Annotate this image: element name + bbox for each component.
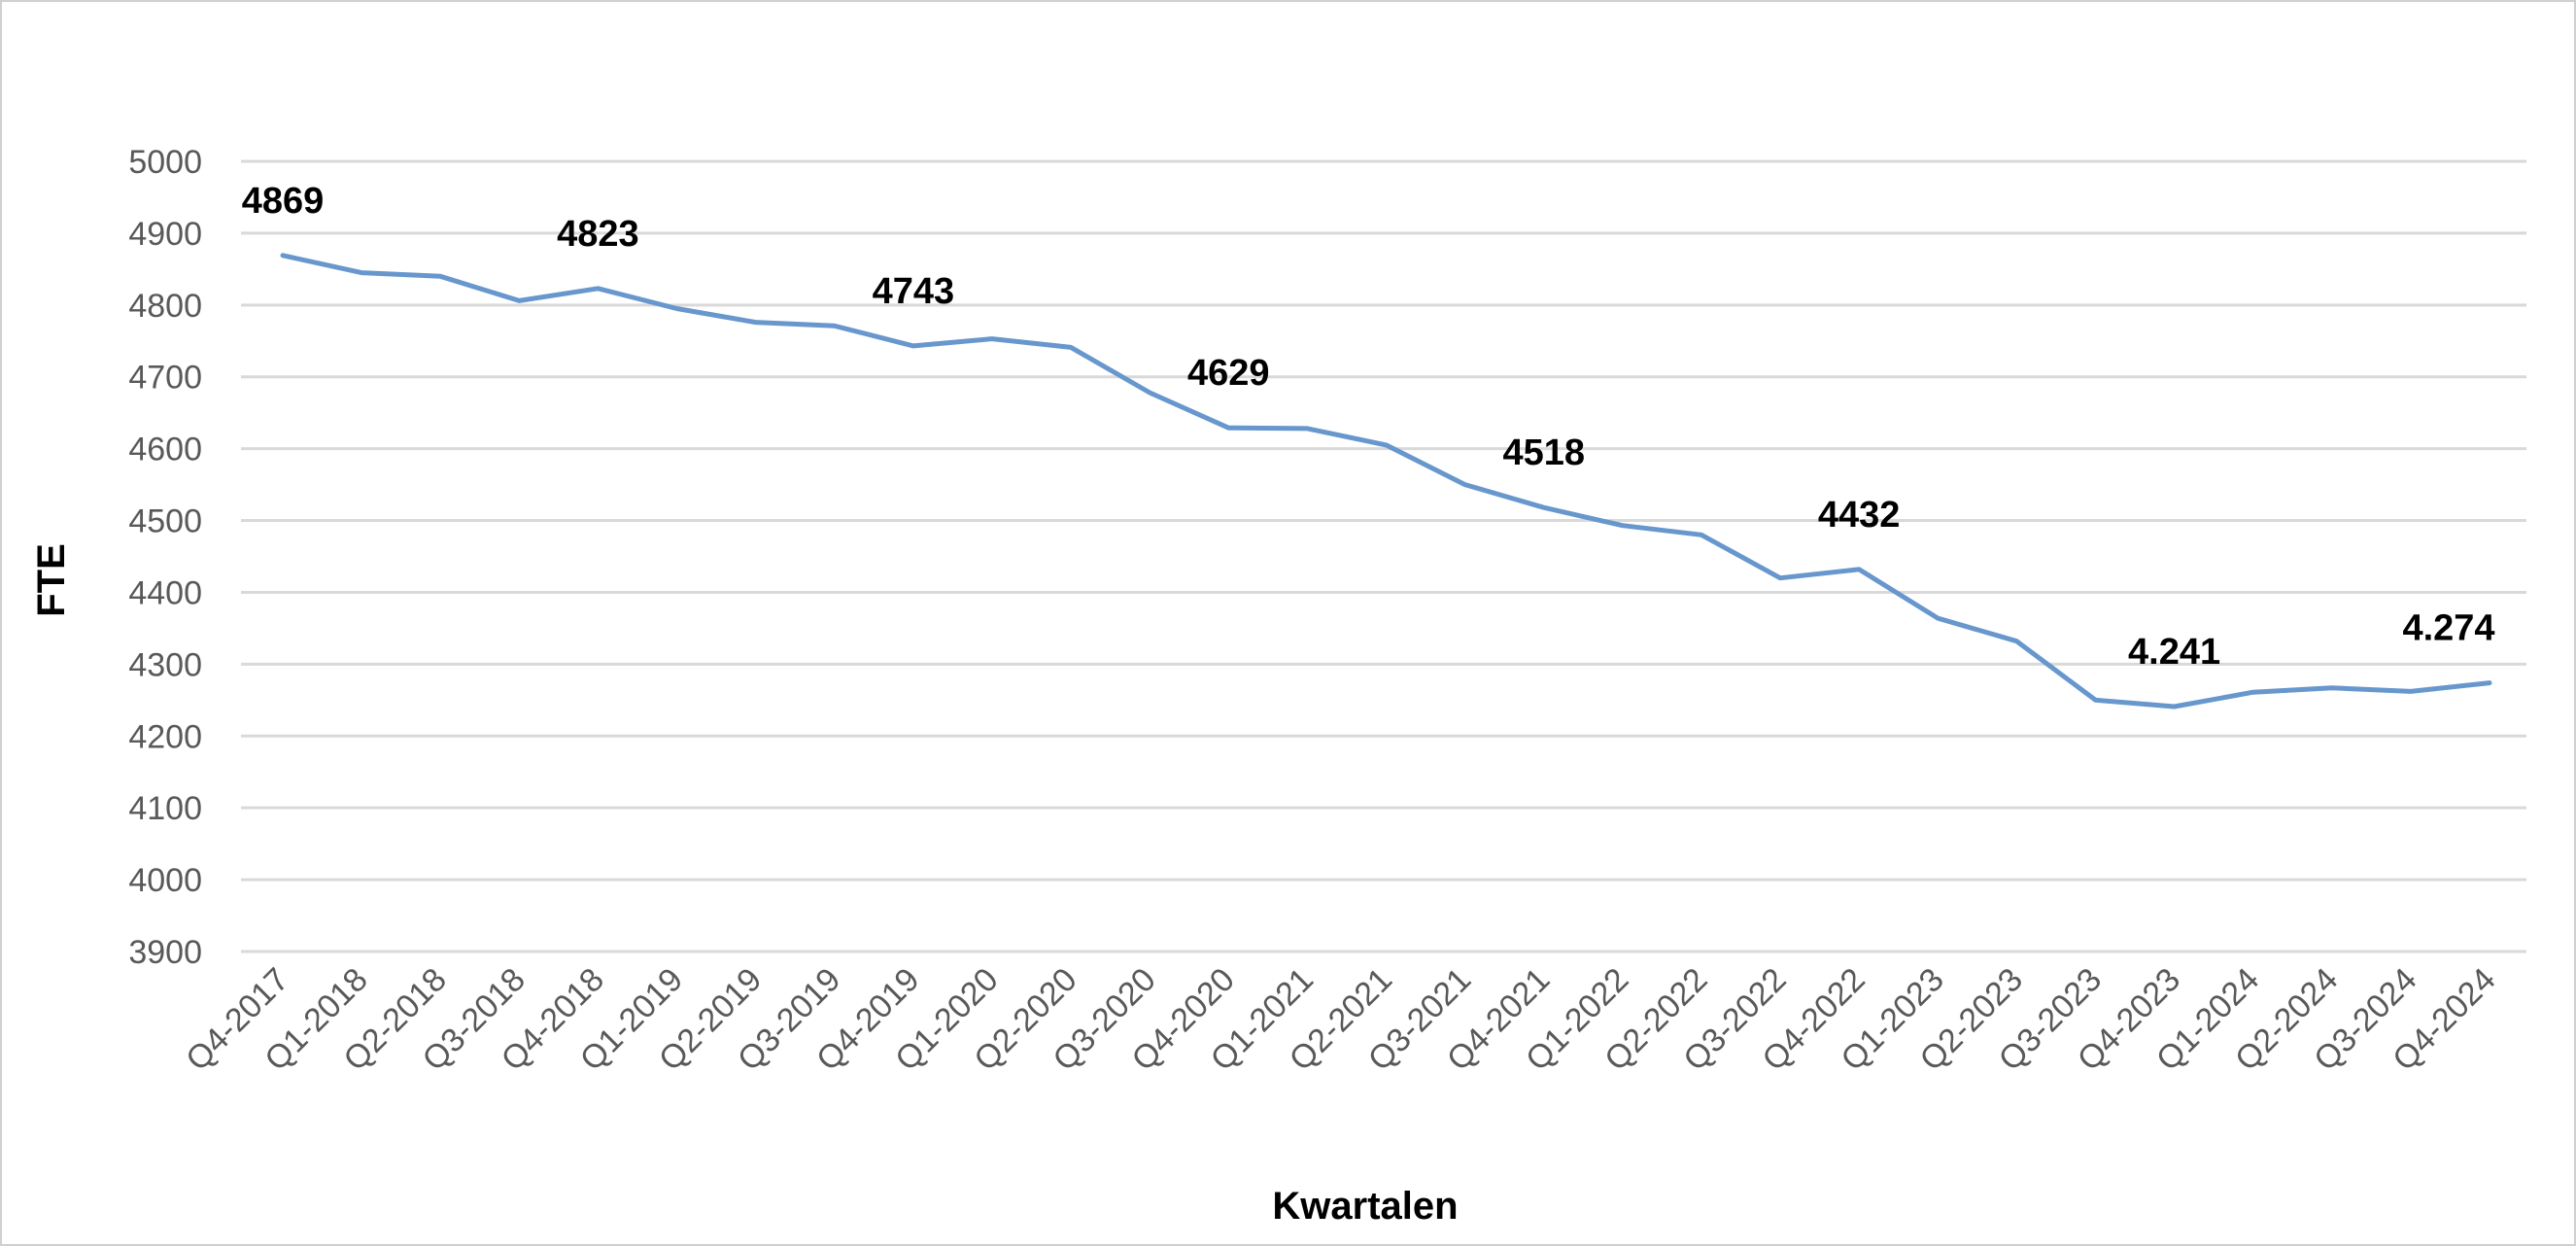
data-label: 4823 [557,214,639,255]
data-label: 4.274 [2402,608,2494,649]
series-line-0 [280,253,2492,710]
y-tick-label: 5000 [128,144,202,181]
y-tick-label: 4600 [128,432,202,468]
y-tick-label: 4800 [128,288,202,325]
y-tick-label: 4300 [128,646,202,683]
y-tick-label: 4200 [128,718,202,755]
data-label: 4.241 [2128,632,2220,673]
data-label: 4629 [1187,353,1270,394]
y-tick-label: 4100 [128,790,202,827]
series [280,253,2492,710]
gridlines [241,159,2526,953]
y-axis-title: FTE [30,543,73,617]
data-label: 4518 [1502,433,1585,473]
y-tick-label: 4900 [128,216,202,253]
data-label: 4432 [1818,495,1901,536]
y-tick-label: 4000 [128,862,202,899]
data-labels: 4869 4823 4743 4629 4518 4432 4.241 4.274 [242,181,2495,673]
y-axis-ticks: 3900 4000 4100 4200 4300 4400 4500 4600 4700 4800… [128,144,202,971]
x-axis-ticks: Q4-2017Q1-2018Q2-2018Q3-2018Q4-2018Q1-20… [179,961,2502,1078]
y-tick-label: 4500 [128,503,202,540]
data-label: 4869 [242,181,325,222]
x-axis-title: Kwartalen [1272,1185,1458,1228]
y-tick-label: 4700 [128,360,202,397]
y-tick-label: 4400 [128,574,202,611]
y-tick-label: 3900 [128,934,202,971]
data-label: 4743 [873,271,955,312]
